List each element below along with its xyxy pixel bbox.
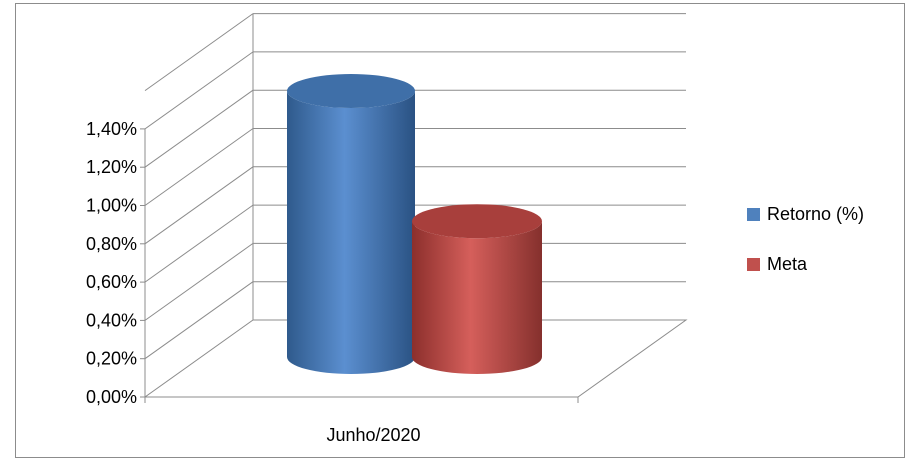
bar-top: [412, 204, 542, 239]
gridline-diagonal: [144, 166, 254, 245]
axis-labels: 0,00% 0,20% 0,40% 0,60% 0,80% 1,00% 1,20% 1,40%…: [86, 119, 421, 445]
gridline-diagonal: [144, 51, 254, 130]
y-tick-label: 0,80%: [86, 234, 137, 254]
gridline-diagonal: [144, 281, 254, 360]
y-tick-label: 0,00%: [86, 387, 137, 407]
gridline-diagonal: [144, 13, 254, 92]
legend-swatch: [747, 258, 760, 271]
bar-body: [287, 90, 415, 375]
y-tick-label: 1,40%: [86, 119, 137, 139]
bar-body: [412, 221, 542, 374]
bar-retorno: [287, 73, 415, 375]
gridline-diagonal: [144, 204, 254, 283]
value-axis: [140, 128, 579, 403]
floor-plane: [143, 319, 688, 398]
legend-label: Meta: [767, 254, 808, 274]
gridline-diagonal: [144, 89, 254, 168]
y-tick-label: 0,40%: [86, 310, 137, 330]
legend-label: Retorno (%): [767, 204, 864, 224]
y-tick-label: 0,60%: [86, 272, 137, 292]
y-tick-label: 1,00%: [86, 196, 137, 216]
bar-top: [287, 73, 415, 108]
legend-swatch: [747, 208, 760, 221]
category-label: Junho/2020: [326, 425, 420, 445]
y-tick-label: 1,20%: [86, 157, 137, 177]
legend: Retorno (%) Meta: [747, 204, 864, 274]
gridline-diagonal: [144, 242, 254, 321]
bar-meta: [412, 204, 542, 374]
y-tick-label: 0,20%: [86, 349, 137, 369]
bars: [287, 73, 542, 375]
gridline-diagonal: [144, 128, 254, 206]
chart-floor: [143, 319, 688, 398]
